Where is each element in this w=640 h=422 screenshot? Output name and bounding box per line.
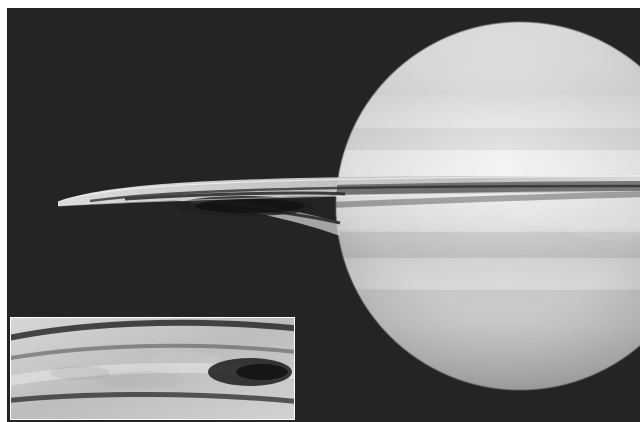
planet [336,22,640,390]
ring-shadow [336,181,640,208]
inset-closeup [10,317,295,420]
